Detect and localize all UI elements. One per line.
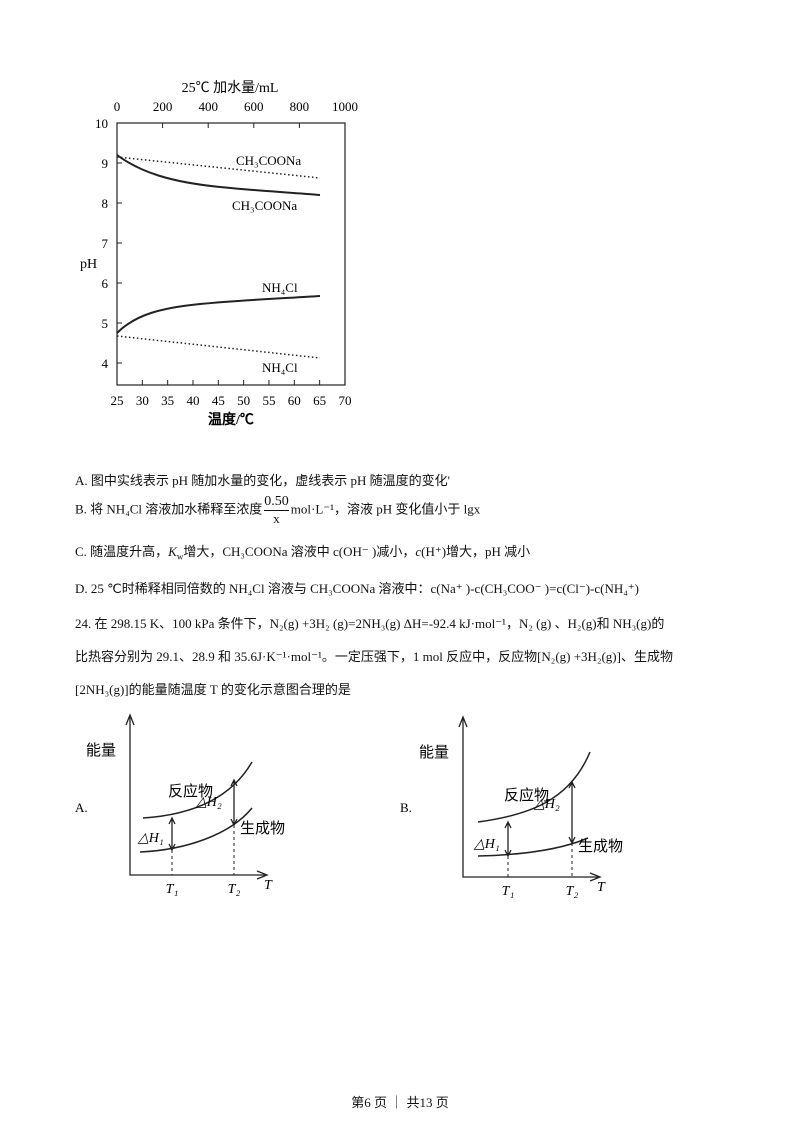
curve-label: NH₄Cl bbox=[262, 280, 298, 295]
text: 增大，CH₃COONa 溶液中 c(OH⁻ )减小， bbox=[183, 544, 416, 559]
curve bbox=[142, 761, 253, 819]
y-tick-label: 5 bbox=[102, 316, 109, 331]
bottom-tick-label: 50 bbox=[237, 393, 250, 408]
t-label: T bbox=[597, 880, 606, 895]
arrow bbox=[504, 780, 576, 858]
t-label: T bbox=[264, 878, 273, 893]
option-letter: B. bbox=[400, 800, 412, 815]
question-line: [2NH₃(g)]的能量随温度 T 的变化示意图合理的是 bbox=[75, 682, 351, 697]
text: D. 25 ℃时稀释相同倍数的 NH₄Cl 溶液与 CH₃COONa 溶液中：c… bbox=[75, 581, 639, 596]
fraction: 0.50 x bbox=[264, 494, 289, 527]
text: C. 随温度升高， bbox=[75, 544, 169, 559]
t-label: T₁ bbox=[502, 884, 515, 899]
t-label: T₂ bbox=[228, 882, 241, 897]
top-tick-label: 200 bbox=[153, 99, 173, 114]
delta-label: △H₂ bbox=[195, 795, 222, 810]
y-tick-label: 8 bbox=[102, 196, 109, 211]
delta-label: △H₁ bbox=[137, 831, 164, 846]
bottom-tick-label: 65 bbox=[313, 393, 326, 408]
y-tick-label: 4 bbox=[102, 356, 109, 371]
top-tick-label: 600 bbox=[244, 99, 264, 114]
bottom-tick-label: 30 bbox=[136, 393, 149, 408]
top-tick-label: 0 bbox=[114, 99, 121, 114]
y-axis-title: pH bbox=[80, 257, 97, 272]
denominator: x bbox=[273, 511, 280, 526]
curve bbox=[116, 335, 321, 359]
curve-label: 反应物 bbox=[168, 782, 213, 800]
y-label: 能量 bbox=[419, 744, 449, 761]
bottom-tick-label: 55 bbox=[262, 393, 275, 408]
bottom-tick-label: 60 bbox=[288, 393, 301, 408]
y-tick-label: 10 bbox=[95, 116, 108, 131]
delta-label: △H₂ bbox=[533, 797, 560, 812]
question-line: 24. 在 298.15 K、100 kPa 条件下，N₂(g) +3H₂ (g… bbox=[75, 616, 665, 631]
plot-frame bbox=[116, 122, 346, 386]
symbol: c bbox=[415, 544, 422, 559]
option-letter: A. bbox=[75, 800, 88, 815]
y-tick-label: 9 bbox=[102, 156, 109, 171]
top-tick-label: 1000 bbox=[332, 99, 358, 114]
option: A. 图中实线表示 pH 随加水量的变化，虚线表示 pH 随温度的变化' bbox=[75, 470, 450, 489]
axes bbox=[462, 719, 598, 878]
bottom-tick-label: 25 bbox=[111, 393, 124, 408]
curve-label: 反应物 bbox=[504, 786, 549, 804]
figures: 25℃ 加水量/mL pH 温度/℃ CH₃COONa CH₃COONa NH₄… bbox=[75, 80, 623, 899]
text: (H⁺)增大，pH 减小 bbox=[421, 544, 531, 559]
curve-label: NH₄Cl bbox=[262, 360, 298, 375]
curve-label: CH₃COONa bbox=[236, 153, 301, 168]
delta-label: △H₁ bbox=[473, 837, 500, 852]
top-tick-label: 800 bbox=[290, 99, 310, 114]
curve-label: 生成物 bbox=[578, 838, 623, 855]
bottom-tick-label: 40 bbox=[186, 393, 199, 408]
axes bbox=[129, 717, 265, 876]
y-label: 能量 bbox=[86, 742, 116, 759]
curve bbox=[477, 751, 591, 823]
text: B. 将 NH₄Cl 溶液加水稀释至浓度 bbox=[75, 501, 263, 517]
option: D. 25 ℃时稀释相同倍数的 NH₄Cl 溶液与 CH₃COONa 溶液中：c… bbox=[75, 578, 639, 597]
option: B. 将 NH₄Cl 溶液加水稀释至浓度 0.50 x mol·L⁻¹，溶液 pH 变… bbox=[75, 494, 480, 527]
bottom-tick-label: 70 bbox=[338, 393, 351, 408]
curve bbox=[477, 837, 589, 857]
top-tick-label: 400 bbox=[198, 99, 218, 114]
y-tick-label: 6 bbox=[102, 276, 109, 291]
t-label: T₁ bbox=[166, 882, 179, 897]
text: mol·L⁻¹，溶液 pH 变化值小于 lgx bbox=[290, 501, 481, 517]
numerator: 0.50 bbox=[264, 494, 289, 511]
bottom-axis-title: 温度/℃ bbox=[208, 411, 254, 428]
curve-label: 生成物 bbox=[240, 820, 285, 837]
top-axis-title: 25℃ 加水量/mL bbox=[182, 80, 279, 96]
curve bbox=[116, 154, 321, 196]
arrow bbox=[125, 713, 269, 880]
footer: 第6 页 ｜ 共13 页 bbox=[351, 1095, 449, 1110]
arrow bbox=[458, 715, 602, 882]
curve bbox=[139, 807, 253, 853]
figure1: 25℃ 加水量/mL pH 温度/℃ CH₃COONa CH₃COONa NH₄… bbox=[80, 80, 358, 428]
bottom-tick-label: 35 bbox=[161, 393, 174, 408]
symbol: K bbox=[168, 544, 177, 559]
question-line: 比热容分别为 29.1、28.9 和 35.6J·K⁻¹·mol⁻¹。一定压强下… bbox=[75, 649, 673, 664]
y-tick-label: 7 bbox=[102, 236, 109, 251]
bottom-tick-label: 45 bbox=[212, 393, 225, 408]
t-label: T₂ bbox=[566, 884, 579, 899]
option: C. 随温度升高，Kw增大，CH₃COONa 溶液中 c(OH⁻ )减小，c(H… bbox=[75, 541, 530, 562]
curve-label: CH₃COONa bbox=[232, 198, 297, 213]
subscript: w bbox=[176, 551, 184, 562]
curve bbox=[116, 295, 321, 334]
arrow bbox=[168, 778, 238, 852]
text: A. 图中实线表示 pH 随加水量的变化，虚线表示 pH 随温度的变化' bbox=[75, 473, 451, 488]
